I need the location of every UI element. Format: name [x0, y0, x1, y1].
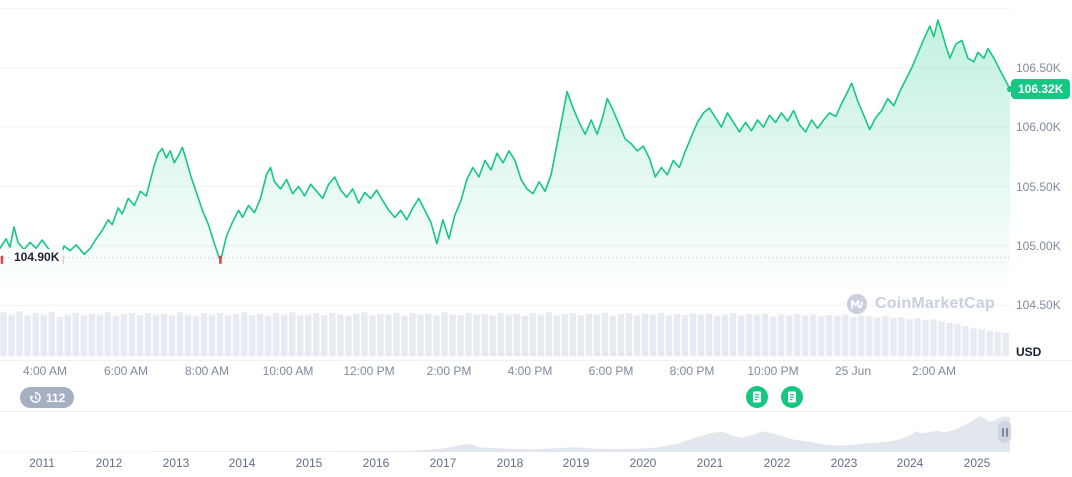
history-count-badge[interactable]: 112	[20, 387, 75, 408]
history-count: 112	[46, 390, 66, 405]
x-axis-label: 2:00 PM	[426, 364, 472, 378]
timeline-year-axis: 2011 2012 2013 2014 2015 2016 2017 2018 2019 2020…	[0, 456, 1010, 472]
year-label: 2012	[95, 456, 123, 470]
coinmarketcap-logo-icon	[846, 293, 868, 315]
currency-label: USD	[1016, 345, 1042, 359]
brush-divider	[0, 411, 1072, 412]
news-icon	[788, 391, 796, 403]
year-label: 2016	[362, 456, 390, 470]
y-axis-label: 105.00K	[1016, 238, 1061, 253]
timeline-scrub-handle[interactable]	[998, 421, 1011, 443]
y-axis-label: 105.50K	[1016, 179, 1061, 194]
year-label: 2014	[228, 456, 256, 470]
x-axis-label: 10:00 AM	[262, 364, 314, 378]
x-axis-label: 6:00 PM	[588, 364, 634, 378]
year-label: 2021	[696, 456, 724, 470]
low-price-label: 104.90K	[10, 248, 64, 265]
year-label: 2015	[295, 456, 323, 470]
price-chart-canvas[interactable]	[0, 0, 1013, 360]
year-label: 2024	[896, 456, 924, 470]
year-label: 2011	[29, 456, 55, 470]
x-axis-label: 8:00 PM	[669, 364, 715, 378]
year-label: 2018	[496, 456, 524, 470]
news-event-marker[interactable]	[781, 386, 803, 408]
y-axis-label: 104.50K	[1016, 298, 1061, 313]
x-axis-label: 2:00 AM	[911, 364, 957, 378]
y-axis: 106.50K 106.00K 105.50K 105.00K 104.50K	[1010, 0, 1072, 360]
history-icon	[29, 392, 41, 403]
x-axis-label: 12:00 PM	[343, 364, 395, 378]
year-label: 2017	[429, 456, 457, 470]
year-label: 2022	[763, 456, 791, 470]
watermark-text: CoinMarketCap	[875, 295, 995, 312]
coinmarketcap-watermark: CoinMarketCap	[846, 293, 995, 315]
year-label: 2020	[629, 456, 657, 470]
y-axis-label: 106.00K	[1016, 120, 1061, 135]
x-axis-label: 10:00 PM	[747, 364, 799, 378]
x-axis-label: 4:00 AM	[22, 364, 68, 378]
x-axis: 4:00 AM 6:00 AM 8:00 AM 10:00 AM 12:00 PM 2:0…	[0, 364, 1010, 380]
year-label: 2019	[562, 456, 590, 470]
x-axis-label: 25 Jun	[834, 364, 872, 378]
news-icon	[753, 391, 761, 403]
x-axis-label: 6:00 AM	[103, 364, 149, 378]
year-label: 2013	[162, 456, 190, 470]
year-label: 2023	[830, 456, 858, 470]
chart-axis-divider	[0, 360, 1072, 361]
y-axis-label: 106.50K	[1016, 60, 1061, 75]
timeline-overview-chart[interactable]	[0, 412, 1010, 452]
current-price-badge: 106.32K	[1011, 79, 1071, 100]
year-label: 2025	[963, 456, 991, 470]
x-axis-label: 8:00 AM	[184, 364, 230, 378]
x-axis-label: 4:00 PM	[507, 364, 553, 378]
news-event-marker[interactable]	[746, 386, 768, 408]
